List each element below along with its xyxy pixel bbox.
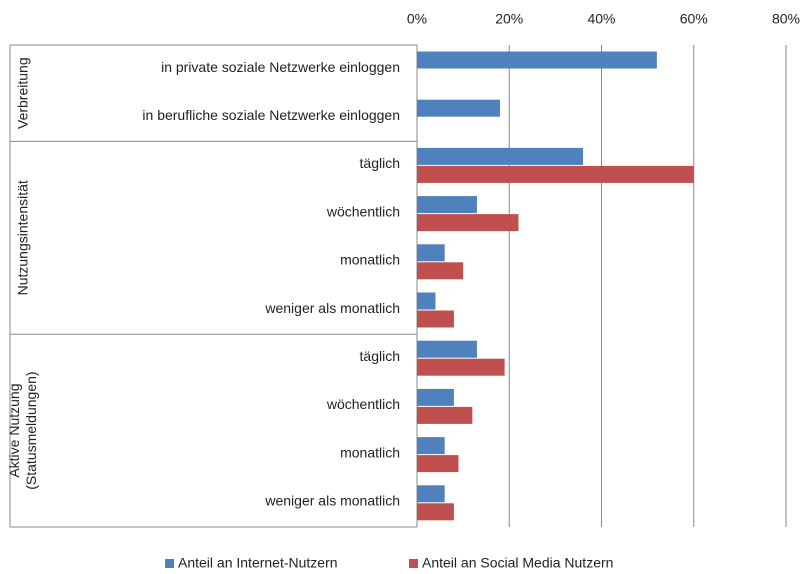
bar	[417, 406, 473, 424]
x-tick-label: 60%	[680, 11, 708, 27]
bar	[417, 214, 519, 232]
legend-label: Anteil an Social Media Nutzern	[422, 555, 613, 571]
y-tick-label: in berufliche soziale Netzwerke einlogge…	[142, 107, 400, 123]
y-tick-label: weniger als monatlich	[264, 300, 400, 316]
group-label: Verbreitung	[15, 57, 31, 129]
y-tick-label: täglich	[360, 348, 400, 364]
bar	[417, 244, 445, 262]
y-tick-label: täglich	[360, 155, 400, 171]
bar	[417, 99, 501, 117]
group-label: Aktive Nutzung	[6, 384, 22, 478]
x-tick-label: 0%	[407, 11, 427, 27]
group-label: Nutzungsintensität	[15, 180, 31, 295]
bar	[417, 292, 436, 310]
legend-swatch	[409, 559, 418, 568]
x-tick-label: 80%	[772, 11, 800, 27]
bar	[417, 147, 584, 165]
y-tick-label: monatlich	[340, 444, 400, 460]
y-tick-label: wöchentlich	[326, 203, 400, 219]
legend-swatch	[165, 559, 174, 568]
x-tick-label: 20%	[495, 11, 523, 27]
bar	[417, 196, 477, 214]
x-tick-label: 40%	[587, 11, 615, 27]
bar	[417, 310, 454, 328]
bar	[417, 262, 464, 280]
y-tick-label: in private soziale Netzwerke einloggen	[161, 59, 400, 75]
bar	[417, 51, 657, 69]
y-tick-label: wöchentlich	[326, 396, 400, 412]
bar	[417, 503, 454, 521]
group-label: (Statusmeldungen)	[23, 371, 39, 489]
y-tick-label: monatlich	[340, 252, 400, 268]
bar	[417, 358, 505, 376]
legend-label: Anteil an Internet-Nutzern	[178, 555, 338, 571]
bar	[417, 165, 694, 183]
y-tick-label: weniger als monatlich	[264, 493, 400, 509]
bar	[417, 455, 459, 473]
bar	[417, 485, 445, 503]
bar	[417, 437, 445, 455]
bar	[417, 340, 477, 358]
bar	[417, 388, 454, 406]
